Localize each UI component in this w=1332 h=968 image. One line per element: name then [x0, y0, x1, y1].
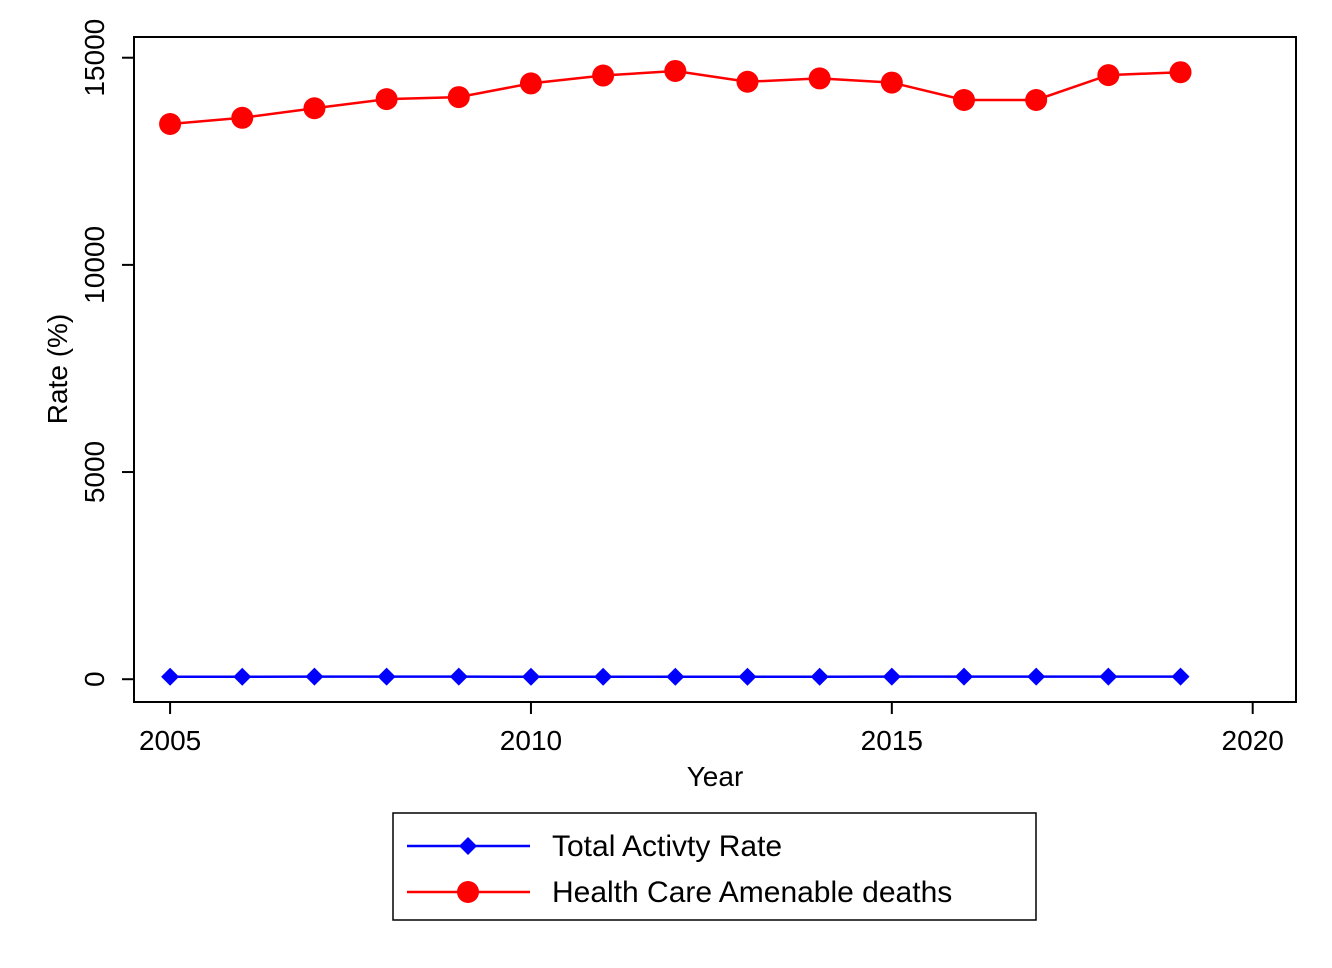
- series-1-point-2016: [953, 88, 975, 111]
- x-tick-label-2010: 2010: [500, 725, 562, 756]
- y-tick-label-5000: 5000: [79, 441, 110, 503]
- series-layer: [159, 59, 1192, 686]
- series-0-point-2005: [161, 667, 180, 686]
- series-1-point-2018: [1097, 64, 1120, 87]
- legend-label-0: Total Activty Rate: [552, 830, 782, 863]
- legend-label-1: Health Care Amenable deaths: [552, 876, 952, 909]
- series-1-point-2014: [808, 67, 831, 90]
- series-0-point-2010: [521, 667, 540, 686]
- series-1-point-2006: [231, 106, 254, 129]
- series-0-point-2015: [882, 667, 901, 686]
- series-0-point-2017: [1027, 667, 1046, 686]
- x-axis: 2005 2010 2015 2020: [139, 702, 1284, 756]
- series-0-point-2012: [666, 667, 685, 686]
- plot-frame: [133, 36, 1297, 703]
- y-tick-label-10000: 10000: [79, 226, 110, 304]
- series-1-point-2007: [303, 97, 326, 120]
- y-tick-label-15000: 15000: [79, 19, 110, 97]
- series-0-point-2018: [1099, 667, 1118, 686]
- series-0-point-2009: [449, 667, 468, 686]
- series-1-point-2010: [519, 72, 542, 95]
- series-1-point-2013: [736, 70, 759, 93]
- series-1-point-2011: [592, 64, 615, 87]
- legend: Total Activty Rate Health Care Amenable d…: [392, 812, 1037, 921]
- x-tick-label-2005: 2005: [139, 725, 201, 756]
- series-0-point-2008: [377, 667, 396, 686]
- series-0-point-2013: [738, 667, 757, 686]
- y-axis: 0 5000 10000 15000: [79, 19, 134, 687]
- x-axis-label: Year: [687, 761, 744, 792]
- series-0-point-2014: [810, 667, 829, 686]
- y-axis-label: Rate (%): [42, 314, 73, 424]
- series-1-point-2017: [1025, 88, 1048, 111]
- y-tick-label-0: 0: [79, 671, 110, 687]
- legend-marker-0: [459, 837, 477, 855]
- series-1: [159, 59, 1192, 136]
- series-0-point-2019: [1171, 667, 1190, 686]
- series-0-point-2007: [305, 667, 324, 686]
- legend-box: [392, 812, 1037, 921]
- series-1-point-2009: [447, 86, 470, 109]
- series-1-point-2008: [375, 88, 398, 111]
- series-1-point-2005: [159, 113, 182, 136]
- series-0-point-2006: [233, 667, 252, 686]
- x-tick-label-2015: 2015: [861, 725, 923, 756]
- legend-marker-1: [457, 881, 479, 903]
- series-1-point-2015: [880, 71, 903, 94]
- series-1-point-2019: [1169, 61, 1192, 84]
- series-0-point-2011: [594, 667, 613, 686]
- series-0: [161, 667, 1190, 686]
- x-tick-label-2020: 2020: [1222, 725, 1284, 756]
- series-1-point-2012: [664, 59, 687, 82]
- series-0-point-2016: [955, 667, 973, 686]
